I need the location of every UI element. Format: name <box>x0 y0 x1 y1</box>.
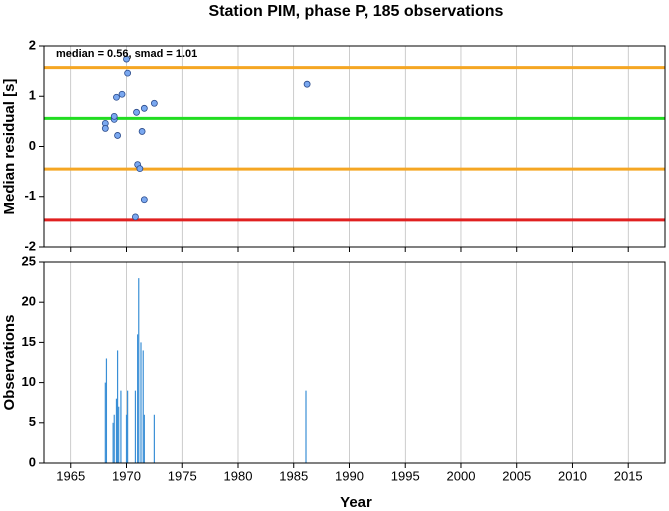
x-axis-label: Year <box>340 494 372 511</box>
plot-frame <box>43 45 666 248</box>
x-tick-label: 1985 <box>279 468 308 483</box>
point <box>114 132 121 139</box>
x-tick-label: 1975 <box>168 468 197 483</box>
point <box>118 90 126 98</box>
y-axis-label: Observations <box>1 315 18 411</box>
point <box>150 99 158 107</box>
y-tick-label: 5 <box>29 414 36 429</box>
point <box>101 125 109 132</box>
chart-title: Station PIM, phase P, 185 observations <box>209 3 504 20</box>
point <box>124 69 132 77</box>
x-tick-label: 1995 <box>391 468 420 483</box>
x-tick-label: 1990 <box>335 468 364 483</box>
point <box>123 55 130 63</box>
y-tick-label: 10 <box>22 374 36 389</box>
y-tick-label: 15 <box>22 334 36 349</box>
point <box>303 80 311 88</box>
x-tick-label: 2015 <box>614 468 643 483</box>
plot-frame <box>43 261 666 464</box>
point <box>140 196 148 204</box>
x-tick-label: 1980 <box>224 468 253 483</box>
point <box>136 165 144 173</box>
y-tick-label: 20 <box>22 294 36 309</box>
y-tick-label: 25 <box>22 253 36 268</box>
point <box>140 104 148 112</box>
y-tick-label: 1 <box>29 88 36 103</box>
point <box>133 108 140 116</box>
y-tick-label: 0 <box>29 454 36 469</box>
point <box>132 213 139 221</box>
y-axis-label: Median residual [s] <box>1 79 18 215</box>
y-tick-label: 2 <box>29 37 36 52</box>
x-tick-label: 2005 <box>502 468 531 483</box>
y-tick-label: 0 <box>29 138 36 153</box>
point <box>110 112 118 120</box>
x-tick-label: 1970 <box>112 468 141 483</box>
x-tick-label: 1965 <box>56 468 85 483</box>
annotation: median = 0.56, smad = 1.01 <box>56 48 197 60</box>
x-tick-label: 2010 <box>558 468 587 483</box>
x-tick-label: 2000 <box>447 468 476 483</box>
point <box>113 93 120 101</box>
y-tick-label: -2 <box>24 238 36 253</box>
y-tick-label: -1 <box>24 188 36 203</box>
point <box>138 128 146 135</box>
